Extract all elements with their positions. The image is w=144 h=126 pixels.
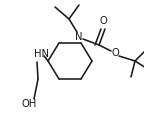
Text: O: O [111,48,119,58]
Text: O: O [99,16,107,26]
Text: N: N [75,32,83,42]
Text: OH: OH [22,99,37,109]
Text: HN: HN [34,49,49,59]
